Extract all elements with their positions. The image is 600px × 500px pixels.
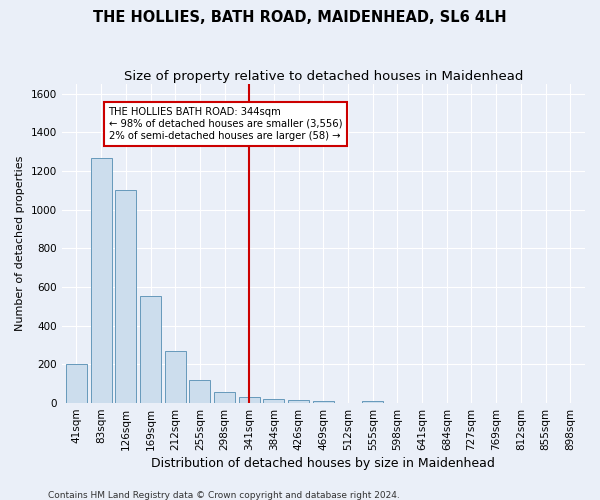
Text: THE HOLLIES, BATH ROAD, MAIDENHEAD, SL6 4LH: THE HOLLIES, BATH ROAD, MAIDENHEAD, SL6 … (93, 10, 507, 25)
X-axis label: Distribution of detached houses by size in Maidenhead: Distribution of detached houses by size … (151, 457, 495, 470)
Bar (313, 401, 334, 403)
Bar (140, 296, 161, 403)
Y-axis label: Number of detached properties: Number of detached properties (15, 156, 25, 332)
Bar (214, 392, 235, 403)
Bar (115, 190, 136, 403)
Text: Contains HM Land Registry data © Crown copyright and database right 2024.: Contains HM Land Registry data © Crown c… (48, 490, 400, 500)
Bar (263, 399, 284, 403)
Bar (239, 398, 260, 403)
Bar (190, 380, 211, 403)
Bar (165, 351, 186, 403)
Title: Size of property relative to detached houses in Maidenhead: Size of property relative to detached ho… (124, 70, 523, 83)
Bar (66, 364, 87, 403)
Bar (288, 400, 309, 403)
Bar (362, 401, 383, 403)
Bar (91, 158, 112, 403)
Text: THE HOLLIES BATH ROAD: 344sqm
← 98% of detached houses are smaller (3,556)
2% of: THE HOLLIES BATH ROAD: 344sqm ← 98% of d… (109, 108, 342, 140)
